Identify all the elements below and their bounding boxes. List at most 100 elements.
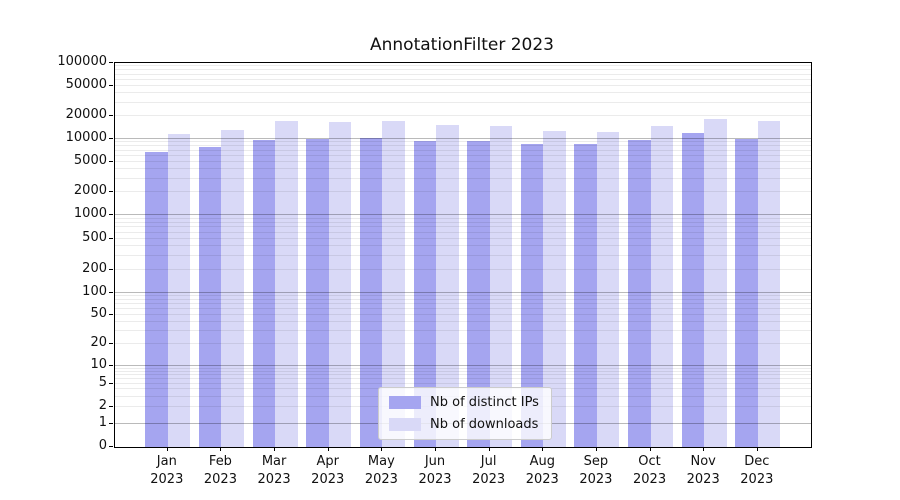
y-tick-mark: [109, 365, 113, 367]
legend-item-downloads: Nb of downloads: [389, 417, 539, 432]
y-tick-mark: [109, 382, 113, 384]
y-tick-mark: [109, 314, 113, 316]
bar-downloads-apr: [328, 122, 352, 447]
bar-downloads-jan: [167, 134, 191, 447]
y-tick-mark: [109, 268, 113, 270]
bar-distinct-ips-mar: [252, 140, 276, 447]
bar-downloads-may: [382, 121, 405, 447]
legend-item-distinct-ips: Nb of distinct IPs: [389, 395, 539, 410]
y-tick-mark: [109, 114, 113, 116]
bar-distinct-ips-jun: [413, 141, 436, 447]
y-tick-mark: [109, 292, 113, 294]
bars-layer: [115, 63, 811, 447]
bar-distinct-ips-aug: [520, 144, 544, 447]
x-tick-month: Jul: [480, 454, 497, 469]
bar-downloads-jul: [489, 126, 513, 447]
chart-title: AnnotationFilter 2023: [370, 35, 554, 55]
x-tick-year: 2023: [150, 472, 184, 487]
x-tick-label-oct: Oct 2023: [620, 453, 680, 489]
y-tick-label: 5000: [73, 152, 107, 168]
bar-downloads-aug: [543, 131, 566, 447]
y-tick-label: 100000: [57, 54, 107, 69]
bar-downloads-dec: [757, 121, 781, 447]
x-tick-label-jan: Jan 2023: [137, 453, 197, 489]
bar-downloads-feb: [221, 130, 244, 447]
x-tick-label-may: May 2023: [351, 453, 411, 489]
x-tick-month: Feb: [208, 454, 232, 469]
bar-distinct-ips-may: [359, 138, 383, 447]
x-tick-month: Nov: [690, 454, 716, 469]
x-tick-month: Dec: [744, 454, 770, 469]
y-tick-label: 500: [82, 229, 107, 245]
x-tick-label-feb: Feb 2023: [190, 453, 250, 489]
x-tick-year: 2023: [686, 472, 720, 487]
y-tick-mark: [109, 446, 113, 447]
x-tick-label-dec: Dec 2023: [727, 453, 787, 489]
x-tick-mark: [595, 447, 597, 451]
y-tick-label: 0: [98, 438, 107, 453]
x-tick-month: Apr: [316, 454, 339, 469]
y-tick-label: 1000: [73, 206, 107, 222]
bar-distinct-ips-oct: [628, 140, 651, 447]
y-tick-mark: [109, 214, 113, 216]
plot-area: Nb of distinct IPs Nb of downloads: [114, 62, 812, 448]
x-tick-mark: [542, 447, 544, 451]
y-tick-label: 50: [90, 306, 107, 322]
bar-distinct-ips-jan: [145, 152, 168, 447]
y-tick-label: 10: [90, 357, 107, 373]
y-tick-label: 2: [98, 397, 107, 413]
legend-label-downloads: Nb of downloads: [430, 417, 539, 432]
x-tick-month: Oct: [638, 454, 661, 469]
x-tick-year: 2023: [311, 472, 345, 487]
y-tick-mark: [109, 160, 113, 162]
x-tick-label-aug: Aug 2023: [512, 453, 572, 489]
x-tick-mark: [435, 447, 436, 451]
x-tick-year: 2023: [203, 472, 237, 487]
y-tick-mark: [109, 137, 113, 139]
x-tick-label-nov: Nov 2023: [673, 453, 733, 489]
x-tick-label-mar: Mar 2023: [244, 453, 304, 489]
y-tick-label: 20000: [65, 106, 107, 122]
bar-downloads-sep: [596, 132, 620, 447]
x-tick-year: 2023: [364, 472, 398, 487]
y-tick-label: 50000: [65, 76, 107, 92]
y-tick-label: 2000: [73, 183, 107, 199]
x-tick-month: Jun: [424, 454, 446, 469]
bar-distinct-ips-nov: [681, 133, 705, 447]
x-tick-month: Sep: [583, 454, 609, 469]
bar-downloads-nov: [704, 119, 727, 447]
x-tick-month: May: [367, 454, 395, 469]
y-tick-mark: [109, 237, 113, 239]
x-tick-month: Mar: [261, 454, 287, 469]
x-tick-year: 2023: [418, 472, 452, 487]
x-tick-year: 2023: [257, 472, 291, 487]
y-tick-label: 20: [90, 335, 107, 351]
y-tick-mark: [109, 84, 113, 86]
x-tick-mark: [220, 447, 222, 451]
x-tick-year: 2023: [525, 472, 559, 487]
y-tick-mark: [109, 423, 113, 425]
y-tick-mark: [109, 405, 113, 407]
y-tick-mark: [109, 191, 113, 193]
bar-downloads-mar: [275, 121, 298, 447]
x-tick-month: Aug: [529, 454, 555, 469]
x-tick-label-jun: Jun 2023: [405, 453, 465, 489]
x-tick-label-sep: Sep 2023: [566, 453, 626, 489]
y-tick-mark: [109, 343, 113, 345]
y-tick-label: 5: [98, 374, 107, 390]
bar-distinct-ips-sep: [574, 144, 597, 447]
x-tick-year: 2023: [472, 472, 506, 487]
bar-distinct-ips-feb: [198, 147, 222, 447]
x-tick-mark: [274, 447, 276, 451]
legend-swatch-distinct-ips: [389, 396, 421, 409]
y-tick-label: 10000: [65, 129, 107, 145]
legend: Nb of distinct IPs Nb of downloads: [378, 387, 552, 440]
bar-distinct-ips-apr: [306, 139, 329, 447]
y-tick-label: 1: [98, 415, 107, 431]
bar-distinct-ips-jul: [467, 141, 490, 447]
x-tick-year: 2023: [579, 472, 613, 487]
y-tick-label: 200: [82, 260, 107, 276]
x-tick-mark: [327, 447, 329, 451]
y-tick-label: 100: [82, 284, 107, 300]
